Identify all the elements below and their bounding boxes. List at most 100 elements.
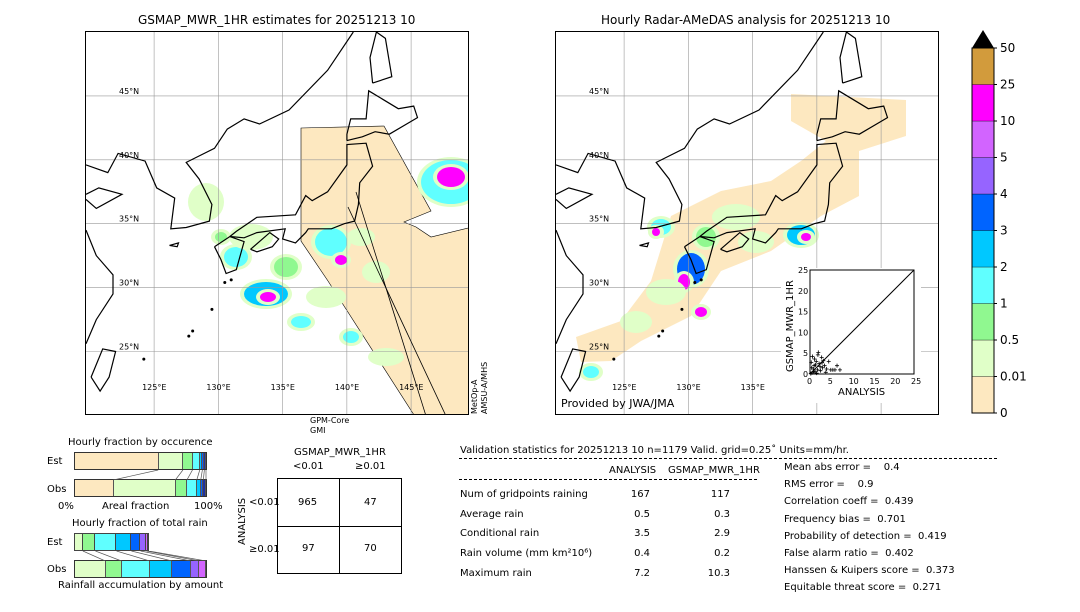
scatter-xtick: 0	[807, 377, 812, 386]
rain-cell	[742, 234, 770, 250]
coastline-shikoku	[250, 231, 280, 253]
lat-label: 35°N	[589, 215, 609, 224]
stats-col-gsmap: GSMAP_MWR_1HR	[668, 465, 760, 476]
rain-est-label: Est	[47, 537, 63, 548]
sensor-amsu: AMSU-A/MHS	[480, 361, 489, 414]
rain-cell	[366, 264, 386, 280]
stats-row-gsmap: 0.3	[714, 508, 730, 520]
scatter-diagonal	[809, 269, 915, 375]
scatter-point	[835, 363, 840, 368]
rain-cell	[260, 292, 276, 302]
scatter-point	[816, 350, 821, 355]
sensor-gmi: GMI	[310, 426, 326, 435]
scatter-ytick: 10	[798, 328, 808, 337]
colorbar-label: 4	[1000, 187, 1008, 201]
connector-line	[140, 551, 191, 561]
lat-label: 35°N	[119, 215, 139, 224]
rain-cell	[315, 228, 347, 256]
bar-segment	[146, 533, 149, 551]
bar-segment	[75, 561, 107, 577]
scatter-point	[814, 359, 819, 364]
scatter-point	[837, 367, 842, 372]
scatter-point	[824, 367, 829, 372]
stats-row-label: Rain volume (mm km²10⁶)	[460, 548, 593, 560]
scatter-ytick: 5	[803, 349, 808, 358]
stats-col-divider	[459, 479, 757, 480]
lon-label: 130°E	[206, 383, 230, 392]
stats-row-analysis: 3.5	[634, 528, 650, 540]
island	[223, 280, 227, 284]
scatter-point	[832, 367, 837, 372]
scatter-point	[817, 361, 822, 366]
scatter-point	[815, 367, 820, 372]
lon-label: 125°E	[142, 383, 166, 392]
rain-axis-label: Rainfall accumulation by amount	[58, 580, 224, 591]
bar-segment	[183, 453, 193, 469]
scatter-ylabel: GSMAP_MWR_1HR	[785, 280, 796, 372]
coastline-taiwan	[560, 348, 587, 393]
occ-obs-label: Obs	[47, 484, 67, 495]
lat-label: 40°N	[119, 151, 139, 160]
colorbar-label: 25	[1000, 78, 1015, 92]
ctable-row-ge: ≥0.01	[249, 544, 280, 555]
stats-score: False alarm ratio = 0.402	[784, 548, 914, 559]
rain-cell	[583, 366, 599, 378]
stats-header: Validation statistics for 20251213 10 n=…	[460, 445, 849, 456]
stats-row-label: Average rain	[460, 508, 524, 520]
lon-label: 145°E	[399, 383, 423, 392]
scatter-xlabel: ANALYSIS	[838, 387, 885, 398]
stats-score: Equitable threat score = 0.271	[784, 582, 942, 594]
colorbar-swatch	[971, 193, 995, 231]
coastline-sakhalin	[369, 32, 393, 84]
colorbar-swatch	[971, 47, 995, 85]
scatter-point	[820, 365, 825, 370]
occurrence-obs-bar	[74, 479, 207, 497]
scatter-point	[811, 369, 816, 374]
coastline-jeju	[169, 242, 180, 248]
lat-label: 40°N	[589, 151, 609, 160]
scatter-point	[810, 354, 815, 359]
lat-label: 45°N	[589, 87, 609, 96]
stats-score: Probability of detection = 0.419	[784, 530, 947, 542]
bar-segment	[192, 453, 200, 469]
right-map: 45°N 40°N 35°N 30°N 25°N 125°E 130°E 135°E	[555, 31, 939, 415]
scatter-point	[823, 370, 828, 375]
left-map-title: GSMAP_MWR_1HR estimates for 20251213 10	[138, 13, 416, 27]
scatter-point	[812, 357, 817, 362]
rain-est-bar	[74, 533, 207, 551]
occurrence-connectors	[113, 470, 207, 480]
credit-text: Provided by JWA/JMA	[561, 397, 675, 410]
rain-cell	[650, 282, 682, 302]
scatter-ytick: 20	[798, 287, 808, 296]
stats-row-label: Maximum rain	[460, 567, 532, 579]
sensor-gpm-core: GPM-Core	[310, 416, 350, 425]
occ-axis-left: 0%	[58, 501, 74, 512]
coastline-mainland	[86, 32, 354, 345]
colorbar-label: 0.5	[1000, 333, 1019, 347]
island	[191, 329, 195, 333]
scatter-xtick: 10	[849, 377, 859, 386]
scatter-ytick: 0	[803, 370, 808, 379]
bar-segment	[82, 533, 96, 551]
rain-cell	[310, 289, 342, 305]
bar-segment	[74, 533, 83, 551]
colorbar-swatch	[971, 157, 995, 195]
bar-segment	[122, 561, 150, 577]
scatter-point	[818, 368, 823, 373]
lat-label: 25°N	[589, 343, 609, 352]
occurrence-title: Hourly fraction by occurence	[68, 437, 213, 448]
rain-obs-label: Obs	[47, 564, 67, 575]
island	[187, 334, 191, 338]
stats-score: Frequency bias = 0.701	[784, 513, 906, 525]
scatter-point	[819, 355, 824, 360]
rain-cell	[437, 167, 465, 187]
connector-line	[175, 470, 184, 480]
rain-fraction-title: Hourly fraction of total rain	[72, 518, 208, 529]
island	[661, 329, 665, 333]
scatter-xtick: 15	[869, 377, 879, 386]
bar-segment	[199, 453, 203, 469]
scatter-xtick: 5	[828, 377, 833, 386]
ctable-cell: 70	[364, 543, 377, 554]
scatter-xtick: 20	[890, 377, 900, 386]
swath-edge	[355, 191, 426, 414]
